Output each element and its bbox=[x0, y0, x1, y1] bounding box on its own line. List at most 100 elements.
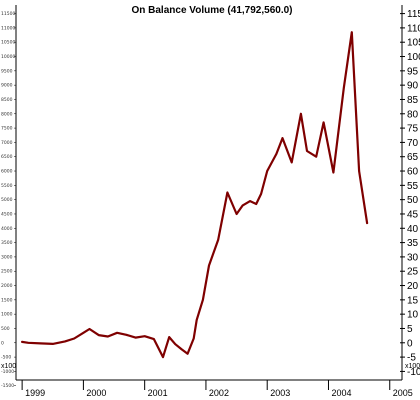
left-tick-label: 5500 bbox=[1, 183, 13, 189]
data-point bbox=[21, 341, 23, 343]
right-tick-label: 100 bbox=[407, 52, 420, 63]
left-tick-label: 0 bbox=[1, 340, 4, 346]
left-tick-label: -500 bbox=[1, 355, 11, 361]
right-tick-label: 15 bbox=[407, 295, 419, 306]
data-point bbox=[202, 299, 204, 301]
left-tick-label: 10500 bbox=[1, 40, 15, 46]
data-point bbox=[332, 171, 335, 174]
data-point bbox=[342, 87, 345, 89]
right-axis-multiplier: x100 bbox=[405, 363, 420, 370]
chart-title: On Balance Volume (41,792,560.0) bbox=[131, 5, 292, 16]
data-point bbox=[186, 352, 189, 355]
left-tick-label: 11500 bbox=[1, 11, 15, 17]
obv-series-line bbox=[21, 31, 369, 359]
x-tick-label: 2000 bbox=[86, 388, 106, 398]
data-point bbox=[300, 112, 302, 115]
left-tick-label: 4500 bbox=[1, 211, 13, 217]
right-tick-label: 10 bbox=[407, 310, 419, 321]
data-point bbox=[195, 319, 198, 321]
x-tick-label: 1999 bbox=[25, 388, 45, 398]
data-point bbox=[358, 170, 360, 172]
right-tick-label: 45 bbox=[407, 209, 419, 220]
right-tick-label: 50 bbox=[407, 195, 419, 206]
data-point bbox=[208, 264, 210, 267]
left-tick-label: 6000 bbox=[1, 169, 13, 175]
left-tick-label: 5000 bbox=[1, 197, 13, 203]
right-tick-label: 5 bbox=[407, 324, 413, 335]
data-point bbox=[88, 328, 91, 330]
right-tick-label: 20 bbox=[407, 281, 419, 292]
x-tick-label: 2002 bbox=[209, 388, 229, 398]
right-tick-label: 80 bbox=[407, 109, 419, 120]
right-tick-label: 95 bbox=[407, 66, 419, 77]
data-point bbox=[322, 121, 325, 124]
left-tick-label: 9500 bbox=[1, 68, 13, 74]
data-point bbox=[39, 342, 42, 345]
right-tick-label: 55 bbox=[407, 181, 419, 192]
left-tick-label: -1000 bbox=[1, 369, 14, 375]
data-point bbox=[241, 204, 244, 207]
data-point bbox=[290, 161, 293, 164]
right-tick-label: -5 bbox=[407, 353, 416, 364]
right-tick-label: 115 bbox=[407, 9, 420, 20]
data-point bbox=[217, 238, 219, 241]
right-tick-label: 75 bbox=[407, 124, 419, 135]
data-point bbox=[143, 335, 146, 338]
right-tick-label: -10 bbox=[407, 367, 420, 378]
left-tick-label: 2500 bbox=[1, 269, 13, 275]
data-point bbox=[260, 193, 262, 195]
data-point bbox=[125, 333, 128, 336]
left-tick-label: 8500 bbox=[1, 97, 13, 103]
left-tick-label: 1000 bbox=[1, 312, 13, 318]
data-point bbox=[249, 200, 251, 202]
data-point bbox=[64, 340, 66, 343]
left-y-axis: 1150011000105001000095009000850080007500… bbox=[1, 11, 16, 389]
data-point bbox=[281, 137, 284, 139]
series-group bbox=[21, 31, 369, 359]
x-tick-label: 2001 bbox=[148, 388, 168, 398]
right-tick-label: 70 bbox=[407, 138, 419, 149]
right-tick-label: 60 bbox=[407, 167, 419, 178]
right-tick-label: 105 bbox=[407, 38, 420, 49]
right-tick-label: 40 bbox=[407, 224, 419, 235]
right-tick-label: 25 bbox=[407, 267, 419, 278]
data-point bbox=[315, 155, 318, 158]
left-tick-label: 3500 bbox=[1, 240, 13, 246]
data-point bbox=[27, 341, 30, 344]
x-axis: 1999 2000 2001 2002 2003 2004 2005 bbox=[21, 380, 413, 398]
x-tick-label: 2003 bbox=[270, 388, 290, 398]
data-point bbox=[82, 331, 85, 334]
left-tick-label: -1500 bbox=[1, 383, 14, 389]
left-tick-label: 8000 bbox=[1, 111, 13, 117]
data-point bbox=[73, 337, 76, 340]
left-tick-label: 2000 bbox=[1, 283, 13, 289]
right-tick-label: 85 bbox=[407, 95, 419, 106]
left-tick-label: 11000 bbox=[1, 25, 15, 31]
data-point bbox=[350, 31, 353, 33]
data-point bbox=[306, 150, 308, 152]
left-tick-label: 9000 bbox=[1, 83, 13, 89]
x-tick-label: 2005 bbox=[393, 388, 413, 398]
right-tick-label: 90 bbox=[407, 81, 419, 92]
left-axis-multiplier: x100 bbox=[1, 363, 16, 370]
left-tick-label: 4000 bbox=[1, 226, 13, 232]
left-tick-label: 10000 bbox=[1, 54, 15, 60]
data-point bbox=[366, 222, 368, 224]
data-point bbox=[174, 343, 177, 346]
data-point bbox=[255, 203, 257, 205]
data-point bbox=[51, 343, 54, 345]
data-point bbox=[107, 335, 109, 338]
data-point bbox=[192, 337, 195, 340]
left-tick-label: 7000 bbox=[1, 140, 13, 146]
right-tick-label: 30 bbox=[407, 252, 419, 263]
left-tick-label: 500 bbox=[1, 326, 10, 332]
left-tick-label: 3000 bbox=[1, 254, 13, 260]
data-point bbox=[180, 348, 183, 350]
right-tick-label: 65 bbox=[407, 152, 419, 163]
right-tick-label: 0 bbox=[407, 338, 413, 349]
data-point bbox=[168, 336, 170, 338]
right-y-axis: 1151101051009590858075706560555045403530… bbox=[400, 9, 420, 378]
left-tick-label: 1500 bbox=[1, 297, 13, 303]
data-point bbox=[134, 336, 137, 339]
